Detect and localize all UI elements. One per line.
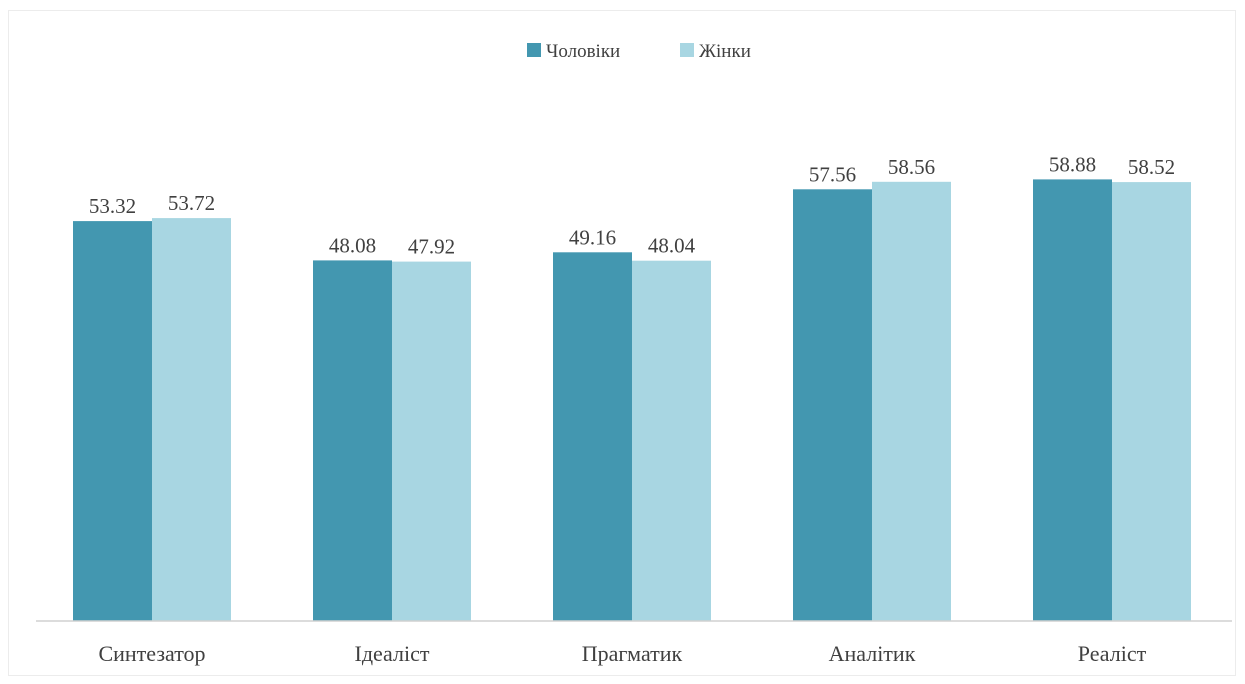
- category-label-5: Реаліст: [1078, 641, 1147, 666]
- data-label-series2-3: 48.04: [648, 234, 696, 258]
- category-label-2: Ідеаліст: [355, 641, 430, 666]
- data-label-series2-2: 47.92: [408, 235, 455, 259]
- bar-series1-5: [1033, 179, 1112, 621]
- legend-swatch-2: [680, 43, 694, 57]
- legend: Чоловіки Жінки: [527, 41, 751, 62]
- data-label-series1-1: 53.32: [89, 194, 136, 218]
- category-label-1: Синтезатор: [98, 641, 205, 666]
- data-label-series1-4: 57.56: [809, 162, 856, 186]
- legend-label-1: Чоловіки: [546, 41, 620, 62]
- category-label-3: Прагматик: [582, 641, 683, 666]
- bar-series2-5: [1112, 182, 1191, 621]
- legend-label-2: Жінки: [699, 41, 751, 62]
- category-labels-group: Синтезатор Ідеаліст Прагматик Аналітик Реалі…: [98, 641, 1146, 666]
- bar-series1-2: [313, 260, 392, 621]
- bar-series1-4: [793, 189, 872, 622]
- bar-series2-3: [632, 260, 711, 621]
- data-label-series1-3: 49.16: [569, 225, 616, 249]
- legend-swatch-1: [527, 43, 541, 57]
- data-label-series1-2: 48.08: [329, 233, 376, 257]
- bar-series1-1: [73, 221, 152, 621]
- category-label-4: Аналітик: [829, 641, 916, 666]
- data-label-series1-5: 58.88: [1049, 152, 1096, 176]
- bar-series2-2: [392, 261, 471, 621]
- data-label-series2-1: 53.72: [168, 191, 215, 215]
- data-label-series2-5: 58.52: [1128, 155, 1175, 179]
- bar-series1-3: [553, 252, 632, 622]
- bar-series2-1: [152, 218, 231, 621]
- bar-series2-4: [872, 181, 951, 622]
- value-labels-group: 53.32 53.72 48.08 47.92 49.16 48.04 57.56 58.56…: [89, 152, 1175, 258]
- bars-group: [73, 179, 1191, 622]
- data-label-series2-4: 58.56: [888, 155, 935, 179]
